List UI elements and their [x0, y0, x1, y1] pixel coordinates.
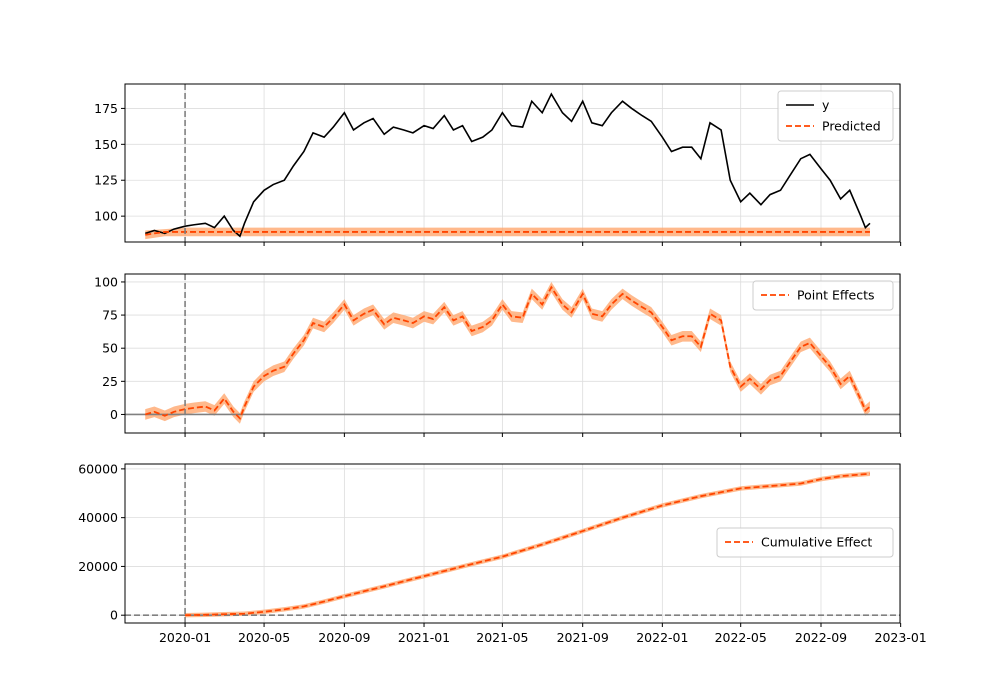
x-tick-label: 2021-01: [398, 630, 450, 645]
x-tick-label: 2022-05: [715, 630, 767, 645]
x-tick-label: 2020-01: [159, 630, 211, 645]
plot-frame: [124, 83, 901, 243]
x-tick-label: 2022-01: [636, 630, 688, 645]
legend-box: [716, 527, 894, 558]
x-tick-label: 2021-09: [557, 630, 609, 645]
y-tick-label: 125: [94, 173, 118, 188]
x-tick-label: 2021-05: [476, 630, 528, 645]
legend-label-y: y: [822, 98, 830, 113]
y-tick-label: 20000: [78, 559, 118, 574]
plot-frame: [124, 463, 901, 624]
x-tick-label: 2022-09: [795, 630, 847, 645]
predicted-interval-band: [145, 227, 870, 240]
x-tick-label: 2023-01: [875, 630, 927, 645]
y-tick-label: 60000: [78, 461, 118, 476]
cumulative-effect-line: [185, 472, 871, 617]
point-effects-interval-band: [145, 281, 870, 424]
legend-label-point-effects: Point Effects: [797, 288, 875, 303]
legend-box: [752, 280, 894, 311]
y-tick-label: 50: [102, 341, 118, 356]
legend: Cumulative Effect: [716, 527, 894, 558]
legend: y Predicted: [777, 90, 894, 142]
y-tick-label: 75: [102, 308, 118, 323]
y-tick-label: 0: [110, 407, 118, 422]
predicted-line: [145, 231, 870, 236]
legend-box: [777, 90, 894, 142]
y-tick-label: 175: [94, 101, 118, 116]
y-tick-label: 150: [94, 137, 118, 152]
y-tick-label: 25: [102, 374, 118, 389]
grid: [125, 84, 902, 242]
y-vs-predicted-panel: 100 125 150 175 y Predicted: [94, 83, 902, 246]
point-effects-panel: 0 25 50 75 100 Point Effects: [94, 273, 902, 437]
plot-frame: [124, 273, 901, 434]
legend: Point Effects: [752, 280, 894, 311]
y-tick-label: 0: [110, 608, 118, 623]
y-line: [145, 92, 871, 238]
x-tick-label: 2020-09: [318, 630, 370, 645]
legend-label-predicted: Predicted: [822, 119, 881, 134]
legend-label-cumulative-effect: Cumulative Effect: [761, 535, 872, 550]
y-tick-label: 100: [94, 209, 118, 224]
y-tick-label: 40000: [78, 510, 118, 525]
x-tick-label: 2020-05: [238, 630, 290, 645]
point-effects-line: [144, 285, 871, 421]
y-tick-label: 100: [94, 274, 118, 289]
cumulative-effect-panel: 0 20000 40000 60000 2020-01 2020-05 2020-09 202…: [78, 461, 927, 645]
